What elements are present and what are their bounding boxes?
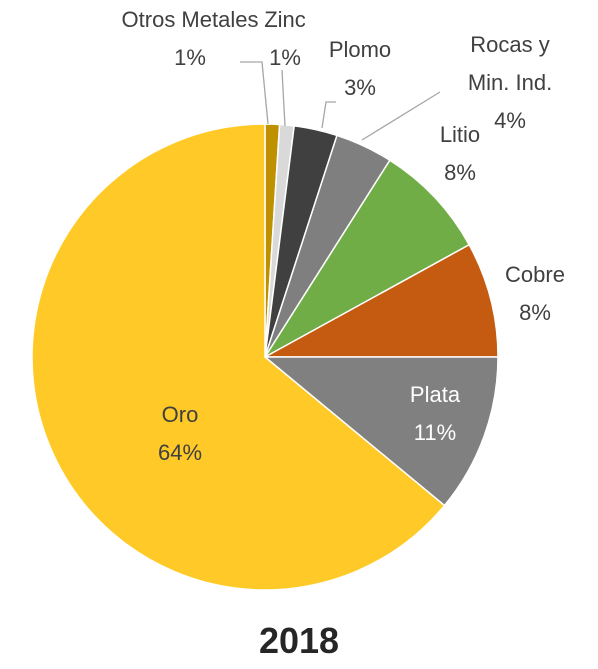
value-label: 1% <box>269 45 301 70</box>
slice-label: Cobre 8% <box>480 256 590 332</box>
category-label: Cobre <box>505 262 565 287</box>
pie-slice <box>264 243 499 358</box>
value-label: 3% <box>344 75 376 100</box>
slice-label: Rocas y Min. Ind. 4% <box>440 26 580 140</box>
slice-label: Plata 11% <box>380 376 490 452</box>
category-label: Oro <box>161 402 199 427</box>
slice-label: Oro 64% <box>110 396 250 472</box>
slice-label: Zinc 1% <box>245 1 325 77</box>
value-label: 64% <box>157 440 203 465</box>
leader-line <box>361 91 441 141</box>
value-label: 8% <box>444 160 476 185</box>
category-label: Zinc <box>264 7 306 32</box>
leader-line <box>321 101 336 129</box>
slice-label: Litio 8% <box>405 116 515 192</box>
value-label: 11% <box>413 420 457 445</box>
pie-slice <box>262 356 499 507</box>
slice-label: Otros Metales 1% <box>120 1 260 77</box>
category-label: Plata <box>409 382 461 407</box>
value-label: 1% <box>174 45 206 70</box>
value-label: 8% <box>519 300 551 325</box>
category-label: Rocas y Min. Ind. <box>467 32 553 95</box>
category-label: Plomo <box>328 37 392 62</box>
leader-line <box>281 69 286 127</box>
pie-slice <box>31 123 446 591</box>
category-label: Otros Metales <box>121 7 259 32</box>
leader-line <box>240 61 269 125</box>
slice-label: Plomo 3% <box>310 31 410 107</box>
category-label: Litio <box>439 122 481 147</box>
value-label: 4% <box>494 108 526 133</box>
pie-slice <box>264 159 471 358</box>
chart-title: 2018 <box>258 620 340 661</box>
